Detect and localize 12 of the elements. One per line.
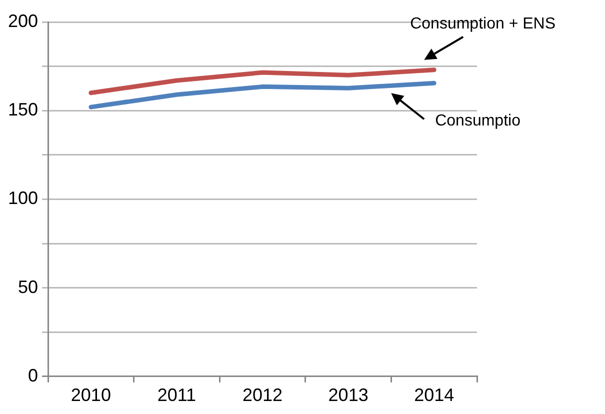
y-tick-label: 100 — [8, 188, 38, 208]
x-tick-label: 2012 — [242, 385, 283, 406]
y-tick-label: 200 — [8, 10, 38, 31]
y-tick-label: 0 — [28, 365, 38, 386]
x-tick-label: 2011 — [157, 385, 196, 406]
x-tick-label: 2014 — [414, 385, 454, 406]
text: Consumption + ENS — [410, 15, 556, 32]
x-tick-label: 2013 — [328, 385, 368, 406]
series-label: Consumptio — [435, 112, 521, 130]
y-tick-label: 50 — [18, 276, 38, 297]
y-tick-label: 150 — [8, 100, 38, 120]
x-tick-label: 2010 — [70, 385, 111, 406]
